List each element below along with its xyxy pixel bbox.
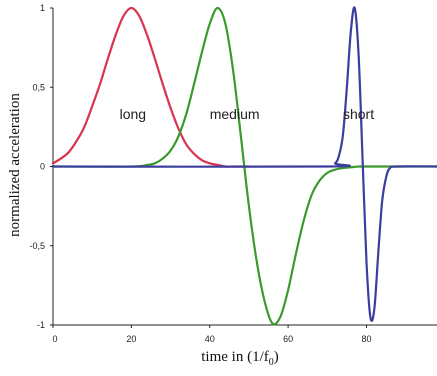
x-axis-label: time in (1/f0) bbox=[201, 349, 279, 368]
series-label-layer: long medium short bbox=[120, 106, 375, 122]
y-tick-label: 0,5 bbox=[32, 82, 45, 92]
y-tick-label: 0 bbox=[40, 162, 45, 172]
x-axis-label-unit-subscript: 0 bbox=[269, 357, 274, 368]
y-tick-label: -0,5 bbox=[29, 241, 45, 251]
x-axis-label-unit-suffix: ) bbox=[274, 349, 279, 365]
y-axis-label: normalized acceleration bbox=[7, 93, 23, 237]
y-tick-label: -1 bbox=[37, 320, 45, 330]
series-layer bbox=[51, 6, 437, 326]
x-tick-label: 40 bbox=[205, 334, 215, 344]
series-label-long: long bbox=[120, 106, 146, 122]
x-axis-label-unit: (1/f bbox=[247, 349, 269, 365]
series-line-long bbox=[51, 6, 251, 168]
series-label-short: short bbox=[343, 106, 374, 122]
x-axis-label-prefix: time in bbox=[201, 349, 247, 365]
y-tick-label: 1 bbox=[40, 3, 45, 13]
x-tick-label: 20 bbox=[126, 334, 136, 344]
x-tick-label: 0 bbox=[52, 334, 57, 344]
tick-layer: 1 0,5 0 -0,5 -1 0 20 40 60 80 bbox=[29, 3, 371, 344]
series-line-short bbox=[51, 6, 437, 322]
series-line-medium bbox=[51, 6, 437, 326]
series-label-medium: medium bbox=[210, 106, 260, 122]
x-tick-label: 60 bbox=[283, 334, 293, 344]
x-tick-label: 80 bbox=[361, 334, 371, 344]
